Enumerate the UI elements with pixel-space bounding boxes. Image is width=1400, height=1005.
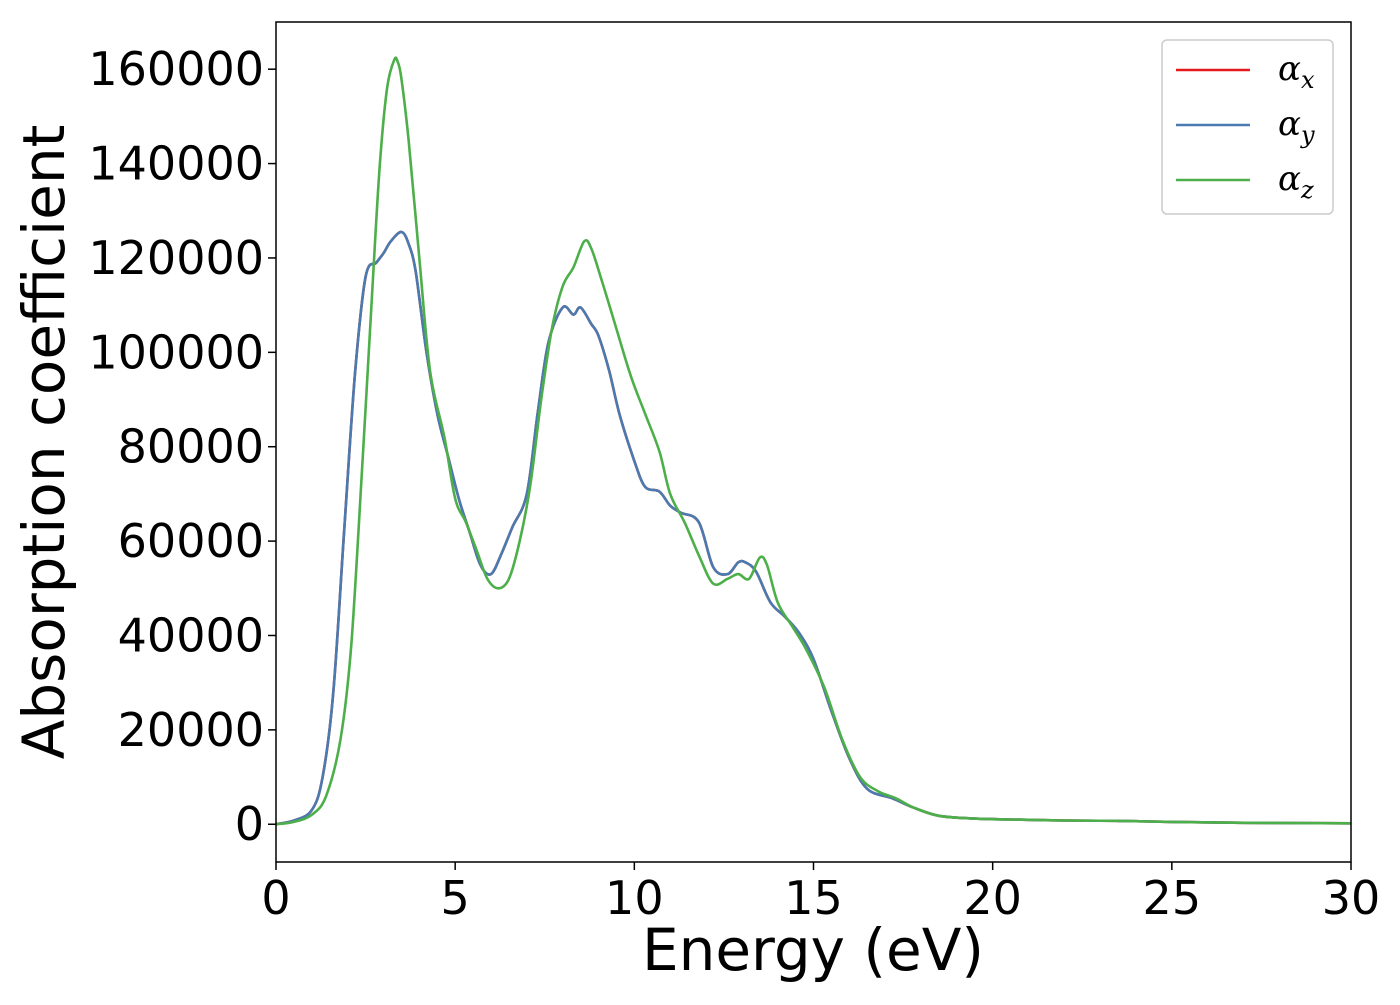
y-axis-label: Absorption coefficient xyxy=(10,125,78,760)
x-tick-label: 30 xyxy=(1322,871,1381,925)
x-tick-label: 20 xyxy=(963,871,1022,925)
y-tick-label: 20000 xyxy=(118,703,264,757)
y-ticks: 0 20000 40000 60000 80000 100000 120000 140000 1… xyxy=(88,42,276,851)
x-tick-label: 10 xyxy=(605,871,664,925)
x-ticks: 0 5 10 15 20 25 30 xyxy=(261,862,1380,925)
y-tick-label: 120000 xyxy=(88,231,264,285)
y-tick-label: 80000 xyxy=(118,420,264,474)
x-tick-label: 15 xyxy=(784,871,843,925)
x-tick-label: 25 xyxy=(1143,871,1202,925)
y-tick-label: 40000 xyxy=(118,608,264,662)
x-tick-label: 5 xyxy=(441,871,470,925)
y-tick-label: 0 xyxy=(235,797,264,851)
y-tick-label: 60000 xyxy=(118,514,264,568)
series-layer xyxy=(275,56,1352,826)
legend-label-alpha-z: αz xyxy=(1278,159,1314,204)
legend-label-alpha-y: αy xyxy=(1278,104,1315,149)
x-axis-label: Energy (eV) xyxy=(642,916,984,984)
series-line-alpha-z xyxy=(275,56,1352,826)
y-tick-label: 160000 xyxy=(88,42,264,96)
x-tick-label: 0 xyxy=(261,871,290,925)
y-tick-label: 100000 xyxy=(88,325,264,379)
legend-box xyxy=(1161,39,1334,215)
y-tick-label: 140000 xyxy=(88,137,264,191)
series-line-alpha-y xyxy=(275,230,1352,826)
series-line-alpha-x xyxy=(275,230,1352,826)
